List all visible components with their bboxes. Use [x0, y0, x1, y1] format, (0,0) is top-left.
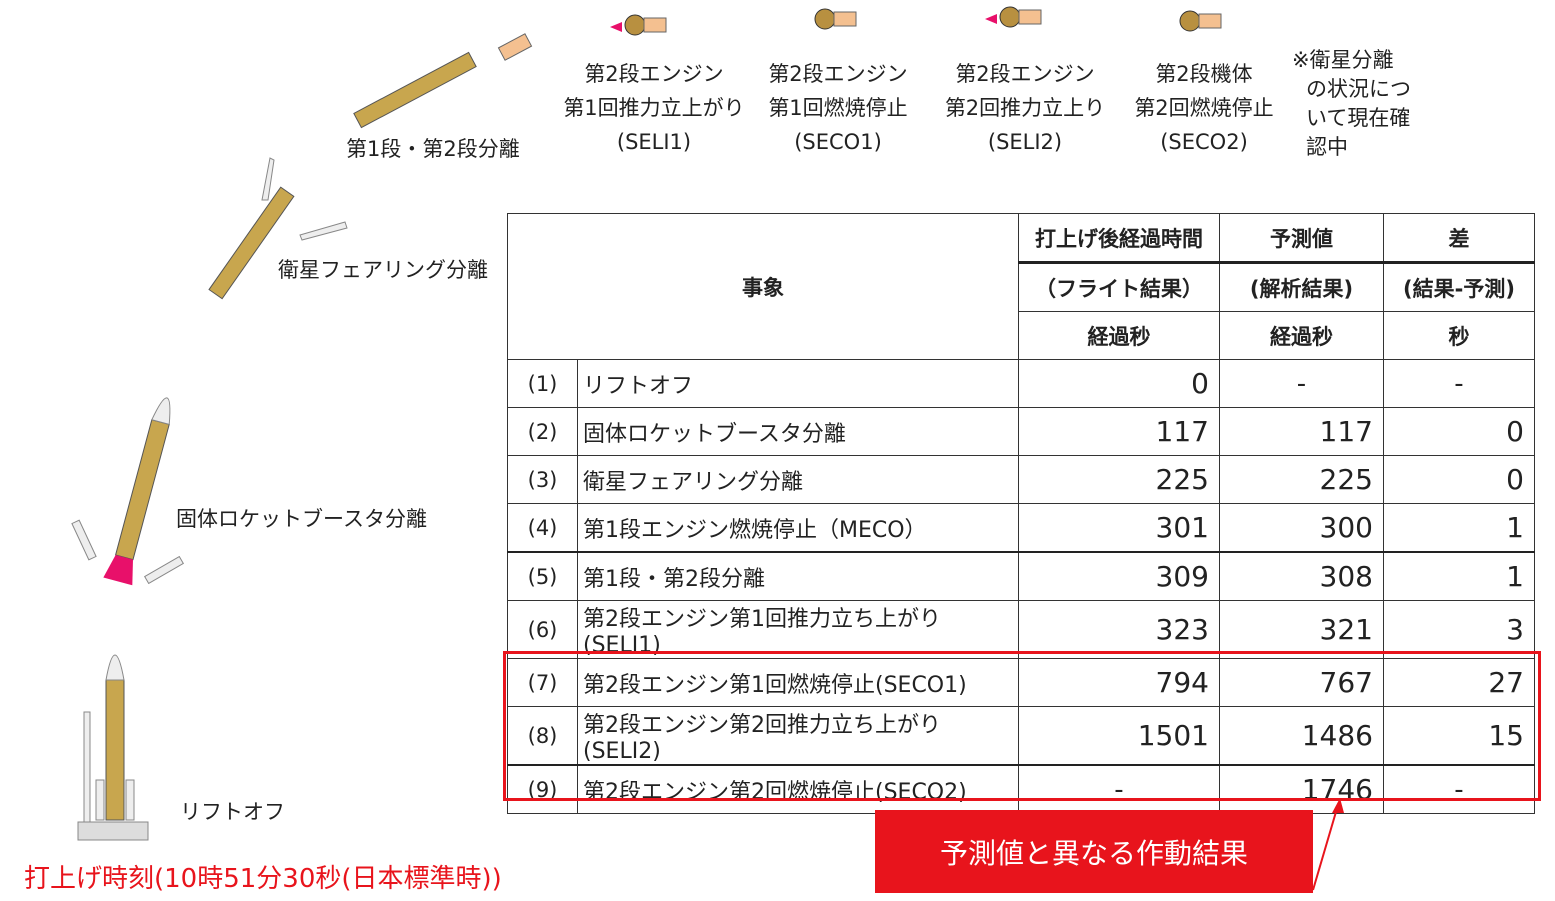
row-diff: 0	[1383, 407, 1535, 456]
header-event: 事象	[507, 213, 1019, 360]
fairing-label: 衛星フェアリング分離	[278, 258, 488, 282]
row-pred: 117	[1219, 407, 1384, 456]
table-row: (7) 第2段エンジン第1回燃焼停止(SECO1) 794 767 27	[507, 658, 1535, 707]
row-flight: -	[1018, 764, 1220, 814]
row-flight: 323	[1018, 600, 1220, 659]
header-diff: 差	[1383, 213, 1535, 264]
row-number: (7)	[507, 658, 578, 707]
header-diff-unit: 秒	[1383, 311, 1535, 360]
row-number: (8)	[507, 706, 578, 766]
row-pred: 1486	[1219, 706, 1384, 766]
row-diff: 3	[1383, 600, 1535, 659]
row-number: (1)	[507, 359, 578, 408]
row-number: (5)	[507, 551, 578, 601]
row-event: 固体ロケットブースタ分離	[577, 407, 1019, 456]
row-pred: -	[1219, 359, 1384, 408]
row-pred: 767	[1219, 658, 1384, 707]
upper-stage-icons	[610, 6, 1222, 36]
row-event: 第2段エンジン第1回燃焼停止(SECO1)	[577, 658, 1019, 707]
table-row: (1) リフトオフ 0- -	[507, 359, 1535, 408]
rocket-stage-separation-icon	[353, 51, 477, 129]
row-number: (6)	[507, 600, 578, 659]
upper-stage-seco1-icon	[814, 8, 857, 30]
row-diff: 1	[1383, 551, 1535, 601]
rocket-srb-separation-icon	[103, 397, 171, 586]
stage-label: 第2段機体 第2回燃焼停止 (SECO2)	[1134, 62, 1274, 154]
row-flight: 0	[1018, 359, 1220, 408]
stage-label: 第2段エンジン 第1回燃焼停止 (SECO1)	[768, 62, 908, 154]
header-flight-unit: 経過秒	[1018, 311, 1220, 360]
row-diff: 27	[1383, 658, 1535, 707]
row-diff: 0	[1383, 455, 1535, 504]
srb-left-icon	[71, 519, 97, 561]
satellite-separation-note: ※衛星分離 の状況につ いて現在確 認中	[1292, 48, 1411, 159]
upper-stage-icon	[497, 33, 533, 61]
header-flight: 打上げ後経過時間	[1018, 213, 1220, 264]
table-row: (5) 第1段・第2段分離 309 308 1	[507, 551, 1535, 601]
row-number: (9)	[507, 764, 578, 814]
stage-label: 第2段エンジン 第1回推力立上がり (SELI1)	[563, 62, 745, 154]
row-flight: 301	[1018, 503, 1220, 553]
upper-stage-seli1-icon	[610, 14, 667, 36]
header-pred: 予測値	[1219, 213, 1384, 264]
row-number: (4)	[507, 503, 578, 553]
row-event: 第2段エンジン第2回推力立ち上がり(SELI2)	[577, 706, 1019, 766]
row-pred: 300	[1219, 503, 1384, 553]
header-diff-sub: (結果-予測)	[1383, 262, 1535, 312]
row-diff: 15	[1383, 706, 1535, 766]
table-row: (9) 第2段エンジン第2回燃焼停止(SECO2) -1746-	[507, 764, 1535, 814]
table-row: (4) 第1段エンジン燃焼停止（MECO） 301 300 1	[507, 503, 1535, 553]
header-pred-unit: 経過秒	[1219, 311, 1384, 360]
row-event: 第1段・第2段分離	[577, 551, 1019, 601]
upper-stage-seco2-icon	[1179, 10, 1222, 32]
row-event: 第2段エンジン第1回推力立ち上がり(SELI1)	[577, 600, 1019, 659]
row-flight: 1501	[1018, 706, 1220, 766]
row-pred: 1746	[1219, 764, 1384, 814]
callout-label: 予測値と異なる作動結果	[875, 810, 1313, 893]
row-number: (2)	[507, 407, 578, 456]
liftoff-label: リフトオフ	[180, 800, 285, 824]
row-flight: 117	[1018, 407, 1220, 456]
table-row: (3) 衛星フェアリング分離 225 225 0	[507, 455, 1535, 504]
highlight-box	[503, 651, 1541, 801]
table-row: (8) 第2段エンジン第2回推力立ち上がり(SELI2) 1501 1486 15	[507, 706, 1535, 766]
rocket-fairing-separation-icon	[208, 186, 295, 300]
row-diff: -	[1383, 359, 1535, 408]
event-timing-table: 事象 打上げ後経過時間 予測値 差 （フライト結果） (解析結果) (結果-予測) …	[507, 213, 1535, 814]
rocket-trajectory-illustration	[71, 33, 533, 841]
fairing-half-icon	[299, 221, 348, 241]
row-number: (3)	[507, 455, 578, 504]
table-row: (6) 第2段エンジン第1回推力立ち上がり(SELI1) 323 321 3	[507, 600, 1535, 659]
srb-right-icon	[143, 555, 185, 585]
table-row: (2) 固体ロケットブースタ分離 117 117 0	[507, 407, 1535, 456]
rocket-liftoff-icon	[77, 654, 149, 841]
fairing-half-icon	[261, 157, 275, 201]
stage-label: 第2段エンジン 第2回推力立上り (SELI2)	[944, 62, 1106, 154]
row-event: 第1段エンジン燃焼停止（MECO）	[577, 503, 1019, 553]
launch-time: 打上げ時刻(10時51分30秒(日本標準時))	[24, 864, 502, 894]
header-flight-sub: （フライト結果）	[1018, 262, 1220, 312]
row-diff: -	[1383, 764, 1535, 814]
row-event: リフトオフ	[577, 359, 1019, 408]
callout-arrow-icon	[1312, 798, 1344, 891]
row-diff: 1	[1383, 503, 1535, 553]
row-flight: 794	[1018, 658, 1220, 707]
srb-label: 固体ロケットブースタ分離	[176, 507, 427, 531]
upper-stage-seli2-icon	[985, 6, 1042, 28]
stage-label: 第1段・第2段分離	[346, 137, 520, 161]
row-event: 衛星フェアリング分離	[577, 455, 1019, 504]
row-pred: 308	[1219, 551, 1384, 601]
header-pred-sub: (解析結果)	[1219, 262, 1384, 312]
row-flight: 225	[1018, 455, 1220, 504]
row-pred: 321	[1219, 600, 1384, 659]
row-flight: 309	[1018, 551, 1220, 601]
row-pred: 225	[1219, 455, 1384, 504]
row-event: 第2段エンジン第2回燃焼停止(SECO2)	[577, 764, 1019, 814]
